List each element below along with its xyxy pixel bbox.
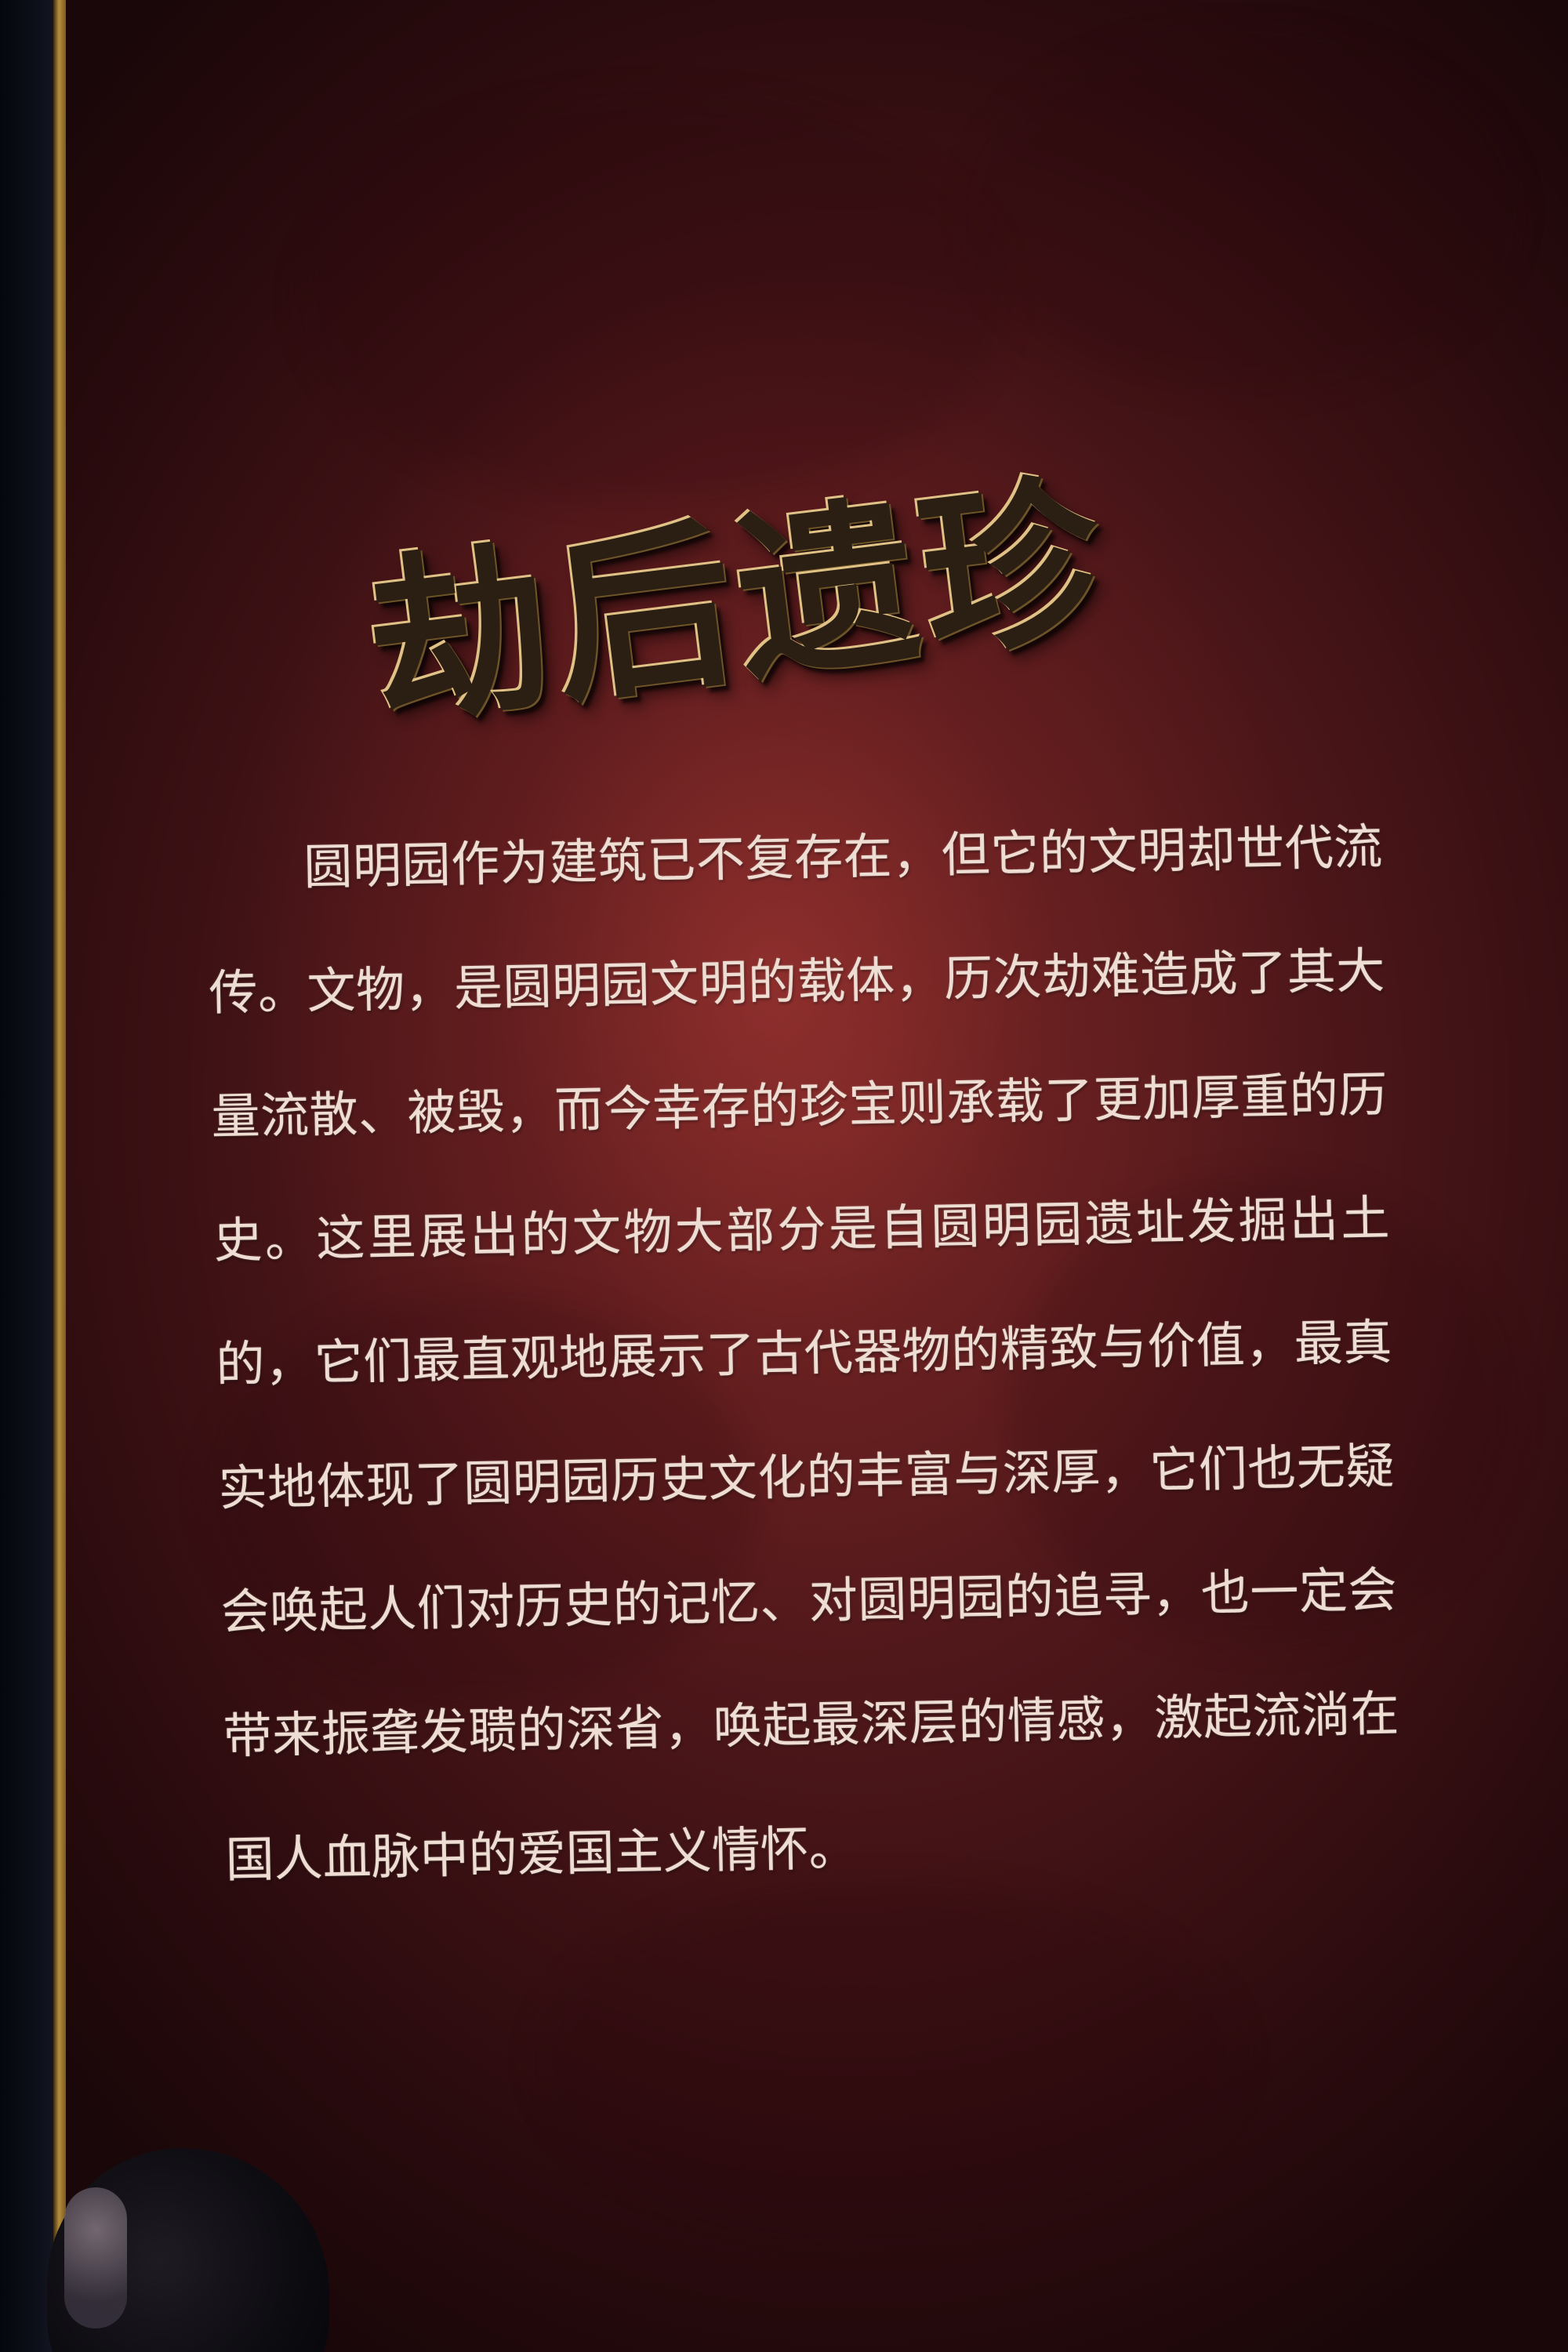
cloud-pattern bbox=[1007, 1176, 1516, 1646]
cloud-pattern bbox=[207, 1294, 756, 1701]
red-wall-panel bbox=[66, 0, 1568, 2352]
hair-accessory bbox=[64, 2187, 127, 2328]
cloud-pattern bbox=[967, 31, 1516, 392]
cloud-pattern bbox=[536, 1882, 1242, 2234]
exhibit-description: 圆明园作为建筑已不复存在，但它的文明却世代流传。文物，是圆明园文明的载体，历次劫… bbox=[208, 818, 1400, 1889]
left-wall-shadow bbox=[0, 0, 55, 2352]
gold-frame-edge bbox=[53, 0, 66, 2352]
cloud-pattern bbox=[301, 94, 1007, 502]
